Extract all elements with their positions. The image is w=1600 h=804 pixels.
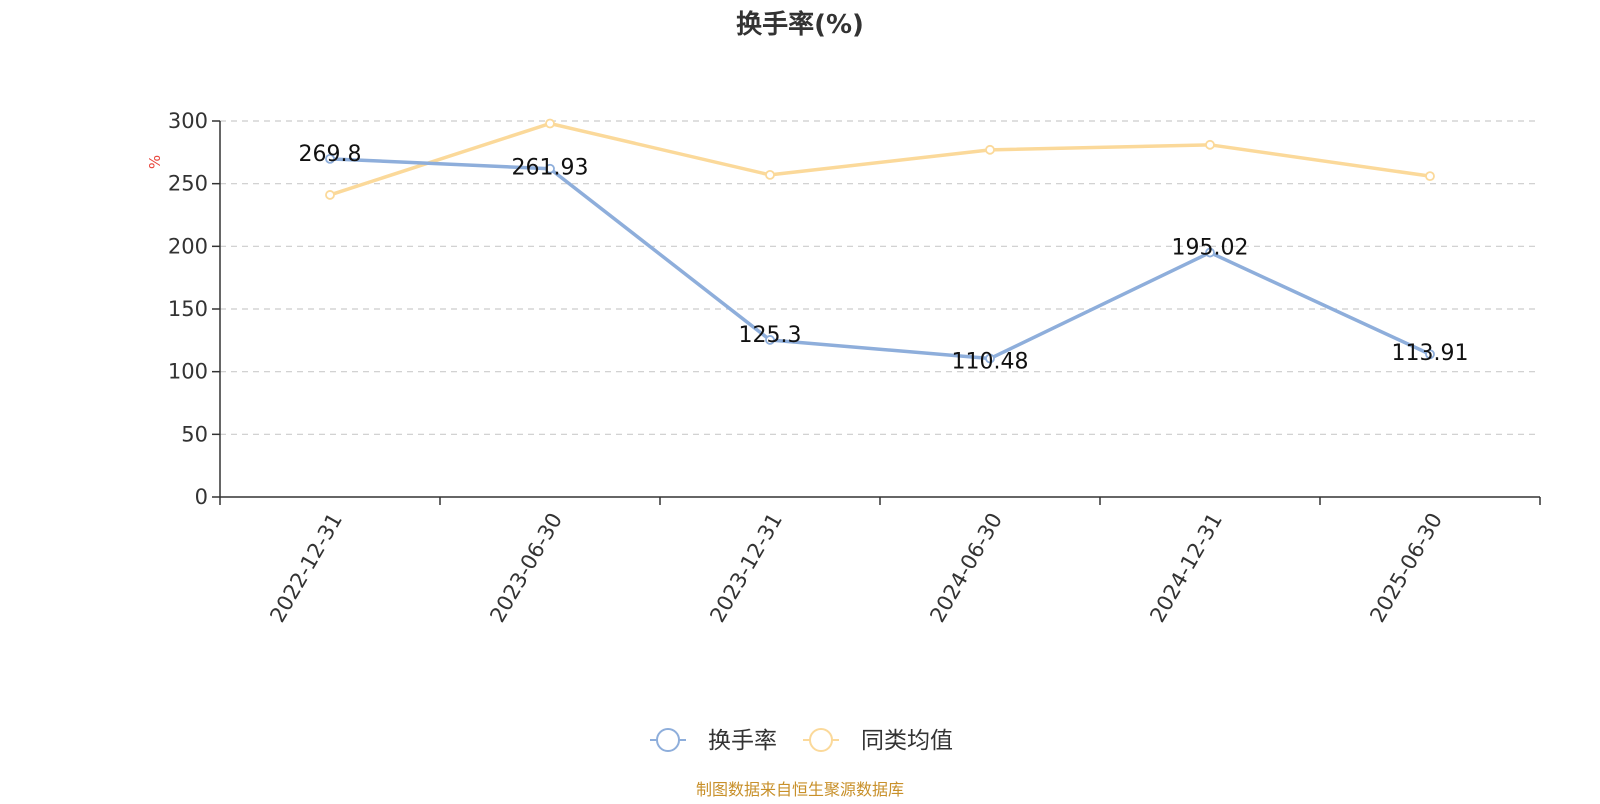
x-tick-label: 2023-12-31 [705, 509, 787, 627]
series-point-1 [1425, 171, 1435, 182]
series-point-0 [985, 353, 995, 364]
legend-marker-0 [656, 728, 680, 752]
data-label: 269.8 [299, 142, 362, 167]
x-tick-label: 2023-06-30 [485, 509, 567, 627]
data-label: 113.91 [1392, 341, 1469, 366]
series-point-1 [985, 144, 995, 155]
data-label: 195.02 [1172, 236, 1249, 261]
axis-layer: 0 50 100 150 200 250 300 2022-12-31 2023-06-30 20… [168, 109, 1541, 627]
series-point-0 [325, 153, 335, 164]
data-label: 110.48 [952, 350, 1029, 375]
series-point-1 [1205, 139, 1215, 150]
label-layer: 269.8 261.93 125.3 110.48 195.02 113.91 [299, 142, 1469, 375]
source-note: 制图数据来自恒生聚源数据库 [696, 780, 904, 799]
x-tick-label: 2024-06-30 [925, 509, 1007, 627]
y-tick-label: 0 [195, 485, 208, 509]
series-point-1 [545, 118, 555, 129]
chart-title: 换手率(%) [736, 9, 864, 40]
series-point-1 [325, 190, 335, 200]
legend-item-0[interactable]: 换手率 [650, 728, 777, 754]
y-tick-label: 300 [168, 109, 208, 133]
series-point-0 [765, 335, 775, 345]
legend-marker-1 [809, 728, 833, 752]
y-tick-label: 250 [168, 172, 208, 196]
y-tick-label: 150 [168, 297, 208, 321]
data-label: 261.93 [512, 156, 589, 181]
x-tick-label: 2025-06-30 [1365, 509, 1447, 627]
series-line-1 [329, 121, 1431, 197]
series-point-0 [545, 163, 555, 174]
series-point-0 [1205, 247, 1215, 258]
legend: 换手率 同类均值 [650, 728, 953, 754]
grid-layer [220, 120, 1540, 435]
legend-item-1[interactable]: 同类均值 [803, 728, 953, 754]
data-label: 125.3 [739, 323, 802, 348]
y-tick-label: 200 [168, 234, 208, 258]
series-layer [325, 118, 1435, 364]
y-axis-label: % [146, 155, 164, 169]
x-tick-label: 2022-12-31 [265, 509, 347, 627]
y-tick-label: 100 [168, 360, 208, 384]
y-tick-label: 50 [181, 422, 208, 446]
series-point-0 [1425, 349, 1435, 360]
x-tick-label: 2024-12-31 [1145, 509, 1227, 627]
series-line-0 [329, 157, 1431, 361]
series-point-1 [765, 169, 775, 180]
legend-label-0: 换手率 [708, 728, 777, 754]
legend-label-1: 同类均值 [861, 728, 953, 754]
